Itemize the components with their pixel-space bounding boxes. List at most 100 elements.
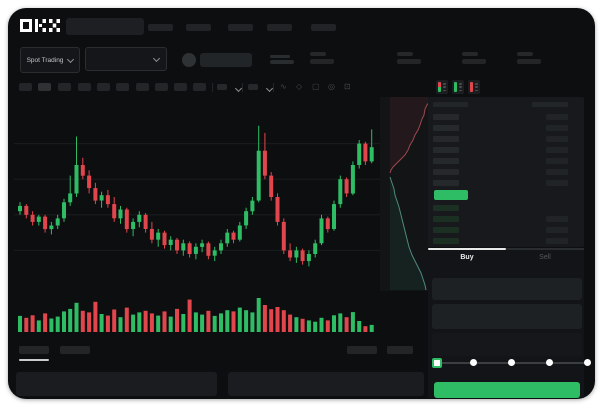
timeframe-button[interactable] — [19, 83, 32, 91]
slider-stop[interactable] — [470, 359, 477, 366]
bid-row[interactable] — [428, 224, 584, 235]
slider-handle[interactable] — [432, 358, 442, 368]
candlestick-chart[interactable] — [14, 98, 380, 292]
bottom-panel-placeholder — [228, 372, 424, 396]
price-input[interactable] — [432, 278, 582, 300]
ticker-stat-value — [397, 59, 421, 64]
market-type-dropdown[interactable]: Spot Trading — [20, 47, 80, 73]
chevron-down-icon[interactable] — [265, 84, 274, 93]
price-placeholder — [433, 157, 459, 164]
bid-row[interactable] — [428, 235, 584, 246]
chevron-down-icon[interactable] — [234, 84, 243, 93]
ask-row[interactable] — [428, 166, 584, 177]
tab-buy[interactable]: Buy — [460, 254, 474, 261]
style-chip[interactable] — [248, 84, 258, 90]
chart-tab-active[interactable] — [19, 346, 49, 354]
chart-tab[interactable] — [387, 346, 413, 354]
app-window: Spot Trading ∿ — [8, 8, 595, 399]
account-placeholder[interactable] — [200, 53, 252, 67]
total-field — [432, 333, 582, 356]
slider-stop[interactable] — [546, 359, 553, 366]
timeframe-button[interactable] — [155, 83, 168, 91]
slider-stop[interactable] — [584, 359, 591, 366]
price-placeholder — [433, 124, 459, 131]
timeframe-button[interactable] — [97, 83, 110, 91]
ticker-stat-label — [462, 52, 478, 56]
price-placeholder — [433, 237, 459, 244]
timeframe-button[interactable] — [116, 83, 129, 91]
amount-placeholder — [546, 215, 568, 222]
ask-row[interactable] — [428, 133, 584, 144]
draw-icon[interactable]: ◇ — [296, 82, 303, 91]
chart-tab[interactable] — [60, 346, 90, 354]
price-column-header — [433, 101, 468, 107]
menu-lines-icon — [270, 60, 294, 64]
bottom-panel-placeholder — [16, 372, 217, 396]
amount-placeholder — [546, 179, 568, 186]
last-price-flag[interactable] — [434, 190, 468, 200]
slider-stop[interactable] — [508, 359, 515, 366]
nav-item-placeholder[interactable] — [186, 24, 211, 31]
ask-row[interactable] — [428, 144, 584, 155]
timeframe-button[interactable] — [58, 83, 71, 91]
orderbook-asks-view-icon[interactable] — [468, 80, 480, 94]
nav-item-placeholder[interactable] — [267, 24, 292, 31]
market-type-label: Spot Trading — [26, 56, 64, 64]
amount-placeholder — [546, 168, 568, 175]
amount-placeholder — [546, 113, 568, 120]
price-placeholder — [433, 146, 459, 153]
toolbar-divider — [273, 83, 274, 92]
settings-icon[interactable]: ◎ — [328, 82, 335, 91]
nav-item-placeholder[interactable] — [311, 24, 336, 31]
ticker-stat-value — [462, 59, 486, 64]
search-input[interactable] — [66, 18, 144, 35]
indicator-chip[interactable] — [217, 84, 227, 90]
ticker-stat-label — [517, 52, 533, 56]
orderbook-bids-view-icon[interactable] — [452, 80, 464, 94]
amount-column-header — [532, 101, 568, 107]
price-placeholder — [433, 179, 459, 186]
amount-placeholder — [546, 157, 568, 164]
fullscreen-icon[interactable]: ⊡ — [344, 82, 351, 91]
timeframe-button[interactable] — [174, 83, 187, 91]
ask-row[interactable] — [428, 122, 584, 133]
bid-row[interactable] — [428, 202, 584, 213]
ticker-stat-label — [397, 52, 413, 56]
pair-dropdown[interactable] — [85, 47, 167, 71]
chevron-down-icon — [152, 54, 161, 63]
ask-row[interactable] — [428, 111, 584, 122]
ticker-stat-value — [310, 59, 334, 64]
nav-item-placeholder[interactable] — [228, 24, 253, 31]
order-book-header — [428, 97, 584, 111]
timeframe-button[interactable] — [136, 83, 149, 91]
ask-row[interactable] — [428, 155, 584, 166]
buy-submit-button[interactable] — [434, 382, 580, 398]
okx-logo[interactable] — [20, 19, 60, 32]
chart-tab-underline — [19, 359, 49, 361]
timeframe-button-active[interactable] — [38, 83, 51, 91]
amount-placeholder — [546, 135, 568, 142]
amount-placeholder — [546, 237, 568, 244]
orderbook-combined-view-icon[interactable] — [436, 80, 448, 94]
camera-icon[interactable]: ▢ — [312, 82, 320, 91]
timeframe-button[interactable] — [78, 83, 91, 91]
price-placeholder — [433, 204, 459, 211]
ask-row[interactable] — [428, 177, 584, 188]
avatar[interactable] — [182, 53, 196, 67]
wave-icon[interactable]: ∿ — [280, 82, 287, 91]
bid-row[interactable] — [428, 213, 584, 224]
price-placeholder — [433, 135, 459, 142]
amount-placeholder — [546, 226, 568, 233]
menu-lines-icon[interactable] — [270, 55, 290, 58]
buy-tab-indicator — [428, 248, 506, 250]
amount-input[interactable] — [432, 304, 582, 329]
amount-placeholder — [546, 146, 568, 153]
depth-chart — [389, 97, 431, 291]
price-placeholder — [433, 226, 459, 233]
tab-sell[interactable]: Sell — [539, 254, 551, 261]
nav-item-placeholder[interactable] — [148, 24, 173, 31]
chart-tab[interactable] — [347, 346, 377, 354]
price-placeholder — [433, 215, 459, 222]
timeframe-button[interactable] — [193, 83, 206, 91]
last-price-row — [428, 188, 584, 202]
